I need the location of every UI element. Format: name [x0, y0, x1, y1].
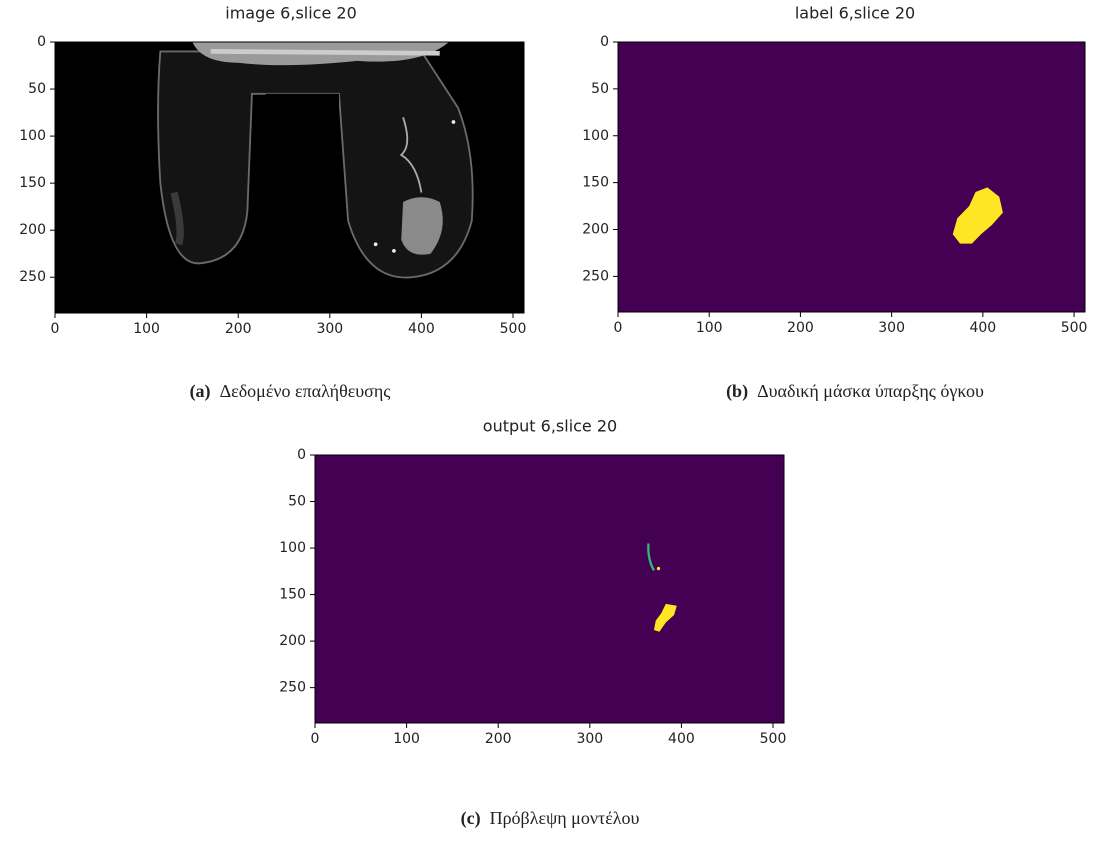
panel-title: output 6,slice 20: [483, 417, 617, 436]
y-tick-label: 0: [37, 34, 46, 50]
x-tick-label: 400: [969, 320, 996, 336]
figure: 0100200300400500050100150200250image 6,s…: [0, 0, 1096, 852]
x-tick-label: 100: [696, 320, 723, 336]
x-tick-label: 400: [408, 321, 435, 337]
y-tick-label: 0: [297, 447, 306, 463]
x-tick-label: 300: [576, 731, 603, 747]
label-mask: [618, 42, 1085, 312]
caption-tag: (b): [726, 381, 748, 402]
caption: (b) Δυαδική μάσκα ύπαρξης όγκου: [726, 381, 984, 402]
y-tick-label: 100: [19, 128, 46, 144]
x-tick-label: 200: [787, 320, 814, 336]
caption: (a) Δεδομένο επαλήθευσης: [190, 381, 391, 402]
output-mask: [315, 455, 784, 723]
figure-page: 0100200300400500050100150200250image 6,s…: [0, 0, 1096, 852]
x-tick-label: 300: [316, 321, 343, 337]
x-tick-label: 200: [225, 321, 252, 337]
caption-text: Δυαδική μάσκα ύπαρξης όγκου: [757, 381, 984, 401]
y-tick-label: 250: [582, 268, 609, 284]
x-tick-label: 100: [133, 321, 160, 337]
panel-title: label 6,slice 20: [795, 4, 915, 23]
y-tick-label: 200: [279, 633, 306, 649]
x-tick-label: 0: [614, 320, 623, 336]
y-tick-label: 250: [279, 680, 306, 696]
y-tick-label: 200: [19, 222, 46, 238]
caption-text: Δεδομένο επαλήθευσης: [220, 381, 391, 401]
mri-image: [55, 42, 524, 313]
y-tick-label: 100: [279, 540, 306, 556]
y-tick-label: 0: [600, 34, 609, 50]
y-tick-label: 50: [591, 81, 609, 97]
y-tick-label: 250: [19, 269, 46, 285]
y-tick-label: 200: [582, 222, 609, 238]
x-tick-label: 500: [500, 321, 527, 337]
x-tick-label: 500: [760, 731, 787, 747]
y-tick-label: 100: [582, 128, 609, 144]
caption-text: Πρόβλεψη μοντέλου: [490, 808, 640, 828]
panel-title: image 6,slice 20: [225, 4, 357, 23]
x-tick-label: 100: [393, 731, 420, 747]
y-tick-label: 50: [288, 494, 306, 510]
x-tick-label: 400: [668, 731, 695, 747]
y-tick-label: 50: [28, 81, 46, 97]
caption-tag: (c): [461, 808, 481, 829]
caption: (c) Πρόβλεψη μοντέλου: [461, 808, 640, 829]
y-tick-label: 150: [279, 587, 306, 603]
x-tick-label: 0: [311, 731, 320, 747]
y-tick-label: 150: [582, 175, 609, 191]
y-tick-label: 150: [19, 175, 46, 191]
x-tick-label: 0: [51, 321, 60, 337]
x-tick-label: 300: [878, 320, 905, 336]
x-tick-label: 200: [485, 731, 512, 747]
x-tick-label: 500: [1061, 320, 1088, 336]
caption-tag: (a): [190, 381, 211, 402]
